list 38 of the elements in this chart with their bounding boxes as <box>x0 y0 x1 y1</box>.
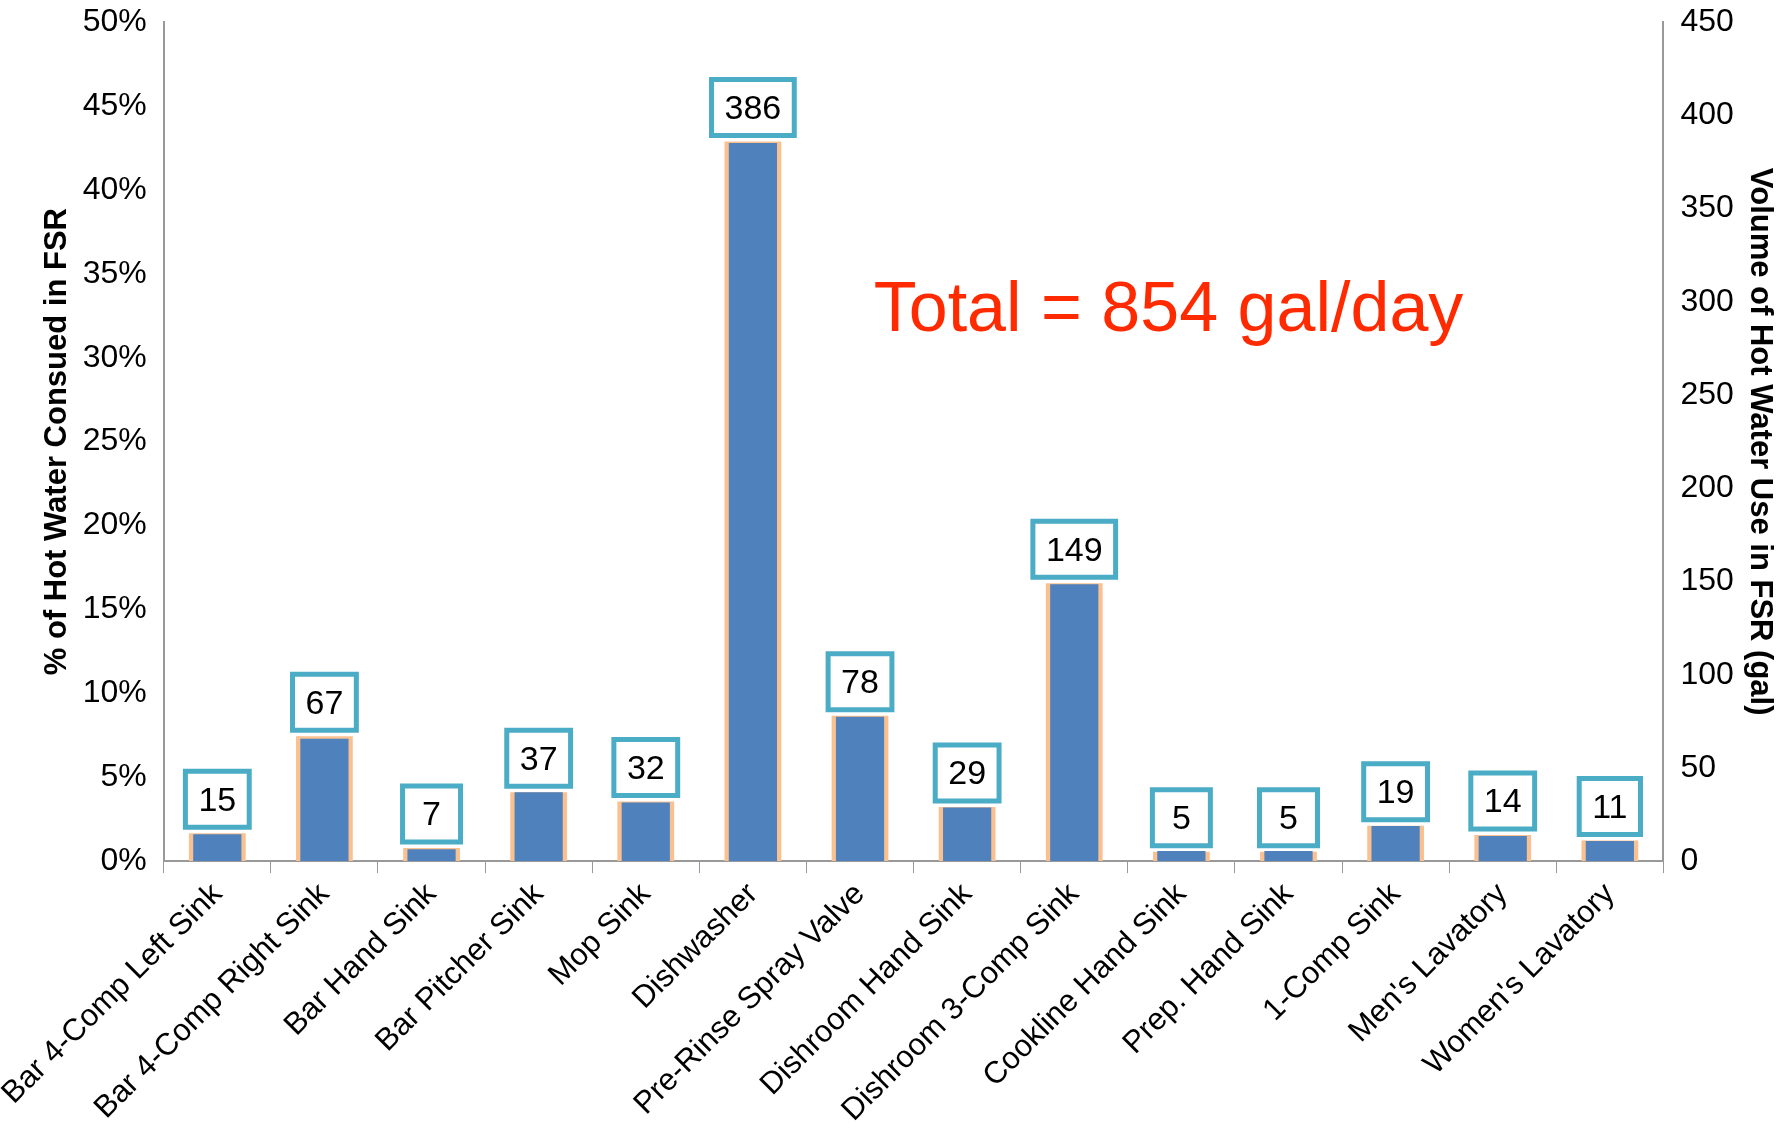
data-label: 14 <box>1483 781 1522 820</box>
y-tick-label: 40% <box>82 169 147 206</box>
data-label: 67 <box>305 682 344 721</box>
data-label: 37 <box>519 738 558 777</box>
y-tick-label: 50% <box>82 2 147 39</box>
y-tick-label: 5% <box>100 757 147 794</box>
y-tick-label: 15% <box>82 589 147 626</box>
data-label: 7 <box>422 794 442 833</box>
y-tick-label: 25% <box>82 421 147 458</box>
data-label: 5 <box>1279 798 1298 837</box>
y-tick-label: 45% <box>82 85 147 122</box>
data-label: 32 <box>626 747 665 786</box>
y-tick-label: 0% <box>100 840 147 877</box>
data-label: 15 <box>198 779 237 818</box>
data-label: 5 <box>1171 798 1191 837</box>
y2-tick-label: 450 <box>1680 2 1734 39</box>
data-label: 78 <box>841 662 879 701</box>
y2-tick-label: 300 <box>1680 281 1734 318</box>
annotation: Total = 854 gal/day <box>873 267 1464 346</box>
y-tick-label: 10% <box>82 673 147 710</box>
data-label: 19 <box>1376 772 1415 811</box>
data-label: 386 <box>724 87 782 126</box>
y2-tick-label: 350 <box>1680 188 1734 225</box>
y-tick-label: 30% <box>82 337 147 374</box>
data-label: 11 <box>1592 786 1628 825</box>
y2-axis-title: Volume of Hot Water Use in FSR (gal) <box>1743 167 1779 716</box>
y2-tick-label: 400 <box>1680 95 1734 132</box>
data-label: 29 <box>948 753 987 792</box>
y-axis-title: % of Hot Water Consued in FSR <box>37 208 73 676</box>
y2-tick-label: 50 <box>1680 747 1716 784</box>
y-tick-label: 20% <box>82 505 147 542</box>
y2-tick-label: 0 <box>1680 840 1699 877</box>
y2-tick-label: 250 <box>1680 374 1734 411</box>
y2-tick-label: 200 <box>1680 468 1734 505</box>
data-label: 149 <box>1045 529 1103 568</box>
y-tick-label: 35% <box>82 253 147 290</box>
y2-tick-label: 150 <box>1680 561 1734 598</box>
y2-tick-label: 100 <box>1680 654 1734 691</box>
